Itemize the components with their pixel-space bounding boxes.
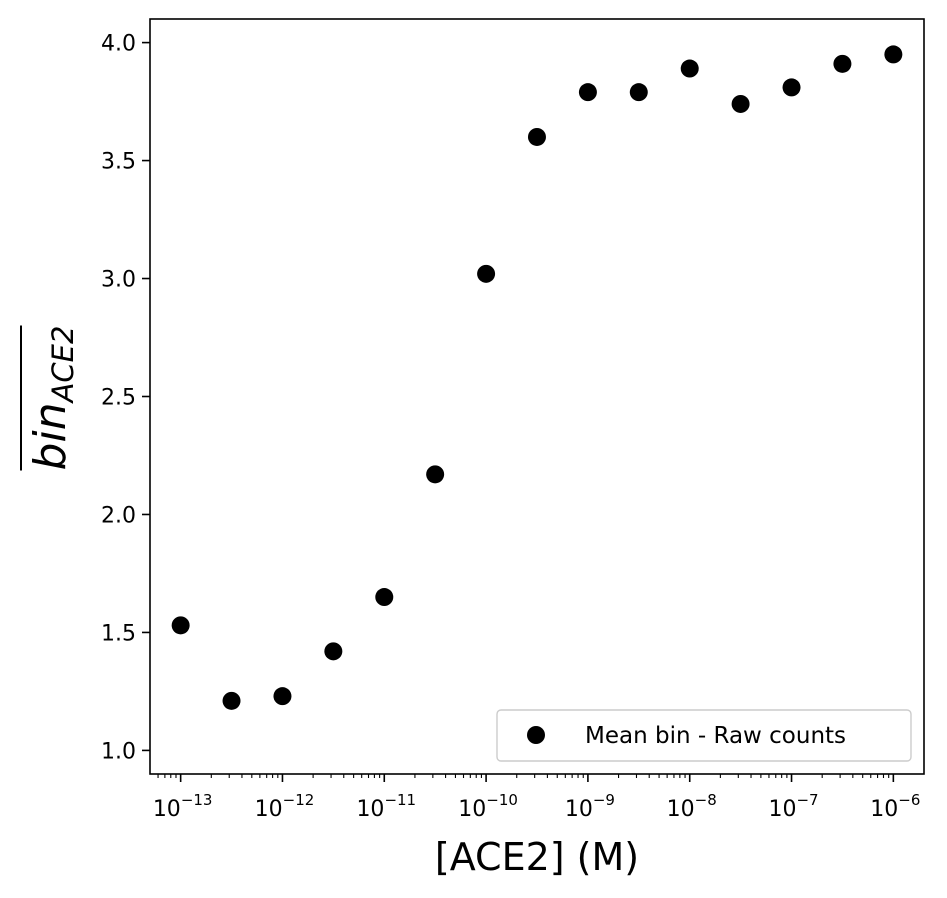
data-point	[375, 588, 394, 607]
x-tick-label: 10−11	[356, 791, 416, 822]
data-point	[629, 83, 648, 102]
y-tick-label: 4.0	[101, 32, 136, 57]
x-tick-label-exponent: −11	[384, 791, 416, 809]
x-axis: 10−13 10−12 10−11 10−10 10−9 10−8 10−7 10−6	[153, 774, 920, 822]
x-tick-label-exponent: −6	[898, 791, 920, 809]
y-tick-label: 1.5	[101, 621, 136, 646]
y-tick-label: 2.0	[101, 503, 136, 528]
data-point	[527, 127, 546, 146]
x-tick-label: 10−12	[255, 791, 315, 822]
data-point	[578, 83, 597, 102]
y-tick-label: 3.5	[101, 150, 136, 175]
x-tick-label: 10−6	[870, 791, 920, 822]
legend-box	[496, 709, 912, 762]
x-tick-label-base: 10	[356, 797, 384, 822]
y-tick-label: 1.0	[101, 739, 136, 764]
y-tick-label: 3.0	[101, 268, 136, 293]
x-tick-label-base: 10	[153, 797, 181, 822]
data-point	[731, 94, 750, 113]
x-tick-label: 10−13	[153, 791, 213, 822]
x-tick-label-base: 10	[768, 797, 796, 822]
x-tick-label: 10−10	[458, 791, 518, 822]
legend-marker	[527, 726, 545, 744]
data-point	[171, 616, 190, 635]
y-axis-title: binACE2	[20, 325, 80, 471]
data-point	[833, 54, 852, 73]
data-point	[324, 642, 343, 661]
x-tick-label-base: 10	[458, 797, 486, 822]
x-tick-label-base: 10	[255, 797, 283, 822]
x-tick-label: 10−8	[667, 791, 717, 822]
y-axis: 1.0 1.5 2.0 2.5 3.0 3.5 4.0	[101, 32, 150, 764]
legend: Mean bin - Raw counts	[496, 709, 912, 762]
data-point	[782, 78, 801, 97]
x-axis-title: [ACE2] (M)	[435, 835, 639, 879]
data-point	[884, 45, 903, 64]
x-tick-label: 10−9	[565, 791, 615, 822]
x-tick-label-base: 10	[870, 797, 898, 822]
x-tick-label-exponent: −12	[283, 791, 315, 809]
data-point	[426, 465, 445, 484]
x-tick-label-exponent: −9	[593, 791, 615, 809]
plot-frame	[149, 18, 925, 775]
data-point	[680, 59, 699, 78]
y-axis-title-subscript: ACE2	[46, 326, 80, 405]
svg-text:binACE2: binACE2	[25, 326, 80, 471]
y-axis-title-base: bin	[25, 402, 76, 470]
x-tick-label-exponent: −7	[796, 791, 818, 809]
x-tick-label-exponent: −13	[181, 791, 213, 809]
x-tick-label-base: 10	[565, 797, 593, 822]
data-point	[273, 687, 292, 706]
x-tick-label-exponent: −8	[695, 791, 717, 809]
y-tick-label: 2.5	[101, 386, 136, 411]
x-tick-label: 10−7	[768, 791, 818, 822]
data-point	[222, 691, 241, 710]
x-tick-label-base: 10	[667, 797, 695, 822]
legend-label: Mean bin - Raw counts	[585, 723, 846, 749]
data-points	[171, 45, 903, 710]
data-point	[477, 264, 496, 283]
x-tick-label-exponent: −10	[486, 791, 518, 809]
